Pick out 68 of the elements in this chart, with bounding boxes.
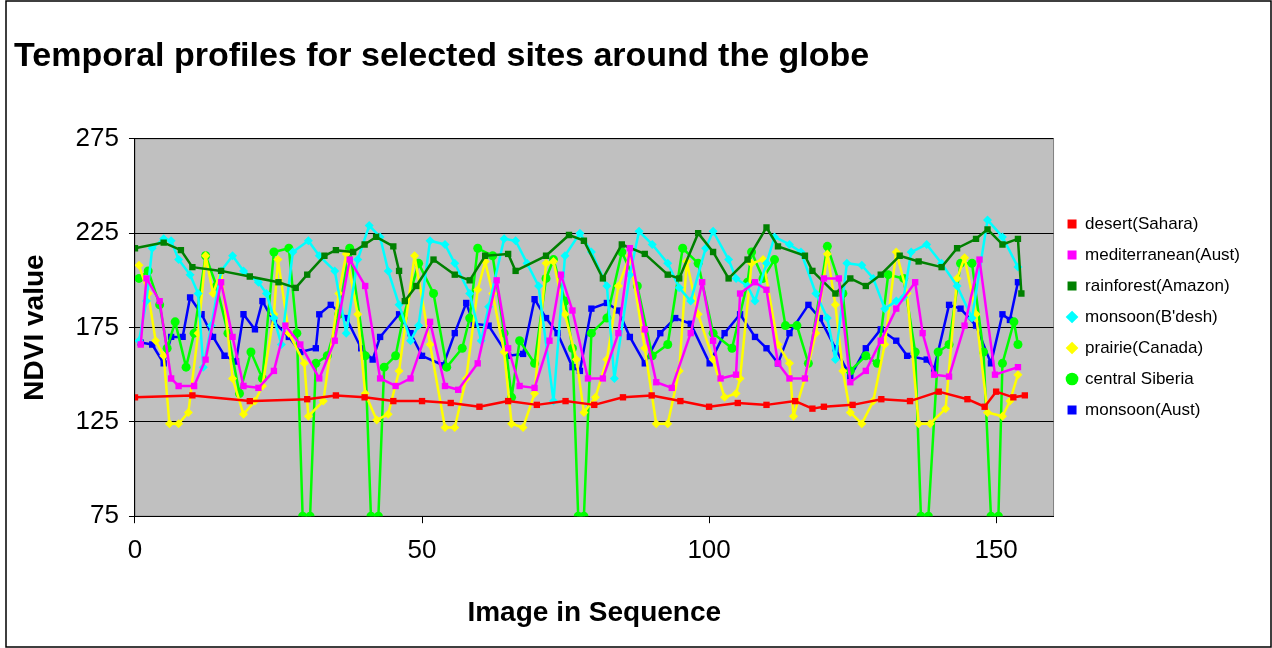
point [763,401,770,409]
point [725,275,732,282]
point [361,394,368,401]
y-axis-title: NDVI value [17,254,49,401]
point [992,388,1000,395]
legend-label: prairie(Canada) [1085,337,1204,357]
point [938,263,945,271]
y-tick-label: 75 [90,499,119,530]
point [390,397,397,405]
x-tick-label: 50 [407,533,437,564]
point [361,241,368,248]
legend-label: central Siberia [1085,368,1195,388]
y-tick-label: 275 [75,121,119,152]
chart-title: Temporal profiles for selected sites around the globe [14,34,870,73]
legend-label: rainforest(Amazon) [1085,275,1230,295]
point [877,271,884,278]
point [189,392,196,399]
point [304,271,311,278]
point [1018,290,1025,297]
point [562,397,569,405]
legend-label: mediterranean(Aust) [1085,244,1241,264]
point [134,394,139,401]
x-axis-title: Image in Sequence [467,595,722,627]
point [619,394,627,401]
x-tick-label: 150 [974,533,1018,564]
legend-label: monsoon(Aust) [1085,399,1201,419]
point [809,405,816,412]
point [476,403,483,410]
point [915,258,922,265]
y-tick-label: 225 [75,216,119,247]
point [664,271,671,278]
y-tick-label: 125 [75,405,119,436]
point [275,279,282,286]
point [847,275,854,282]
point [332,392,340,399]
point [599,275,607,282]
point [964,396,971,403]
point [466,277,473,284]
point [935,388,942,395]
point [134,245,139,252]
point [648,392,655,399]
point [809,267,816,275]
point [160,239,167,246]
point [774,243,782,250]
point [430,256,437,263]
legend-label: monsoon(B'desh) [1085,306,1218,326]
point [618,241,625,248]
point [999,241,1006,248]
point [832,290,839,297]
point [676,275,683,282]
y-tick-label: 175 [75,310,119,341]
point [390,243,397,250]
point [849,401,856,409]
x-tick-label: 100 [687,533,731,564]
point [984,226,991,233]
point [189,263,196,271]
point [763,224,770,231]
point [744,256,751,263]
point [677,397,684,405]
x-tick-label: 0 [127,533,143,564]
point [1010,394,1017,401]
legend-label: desert(Sahara) [1085,213,1199,233]
point [512,267,519,275]
point [981,403,988,410]
point [246,273,253,280]
point [451,271,458,278]
point [1021,392,1029,399]
point [321,252,328,259]
